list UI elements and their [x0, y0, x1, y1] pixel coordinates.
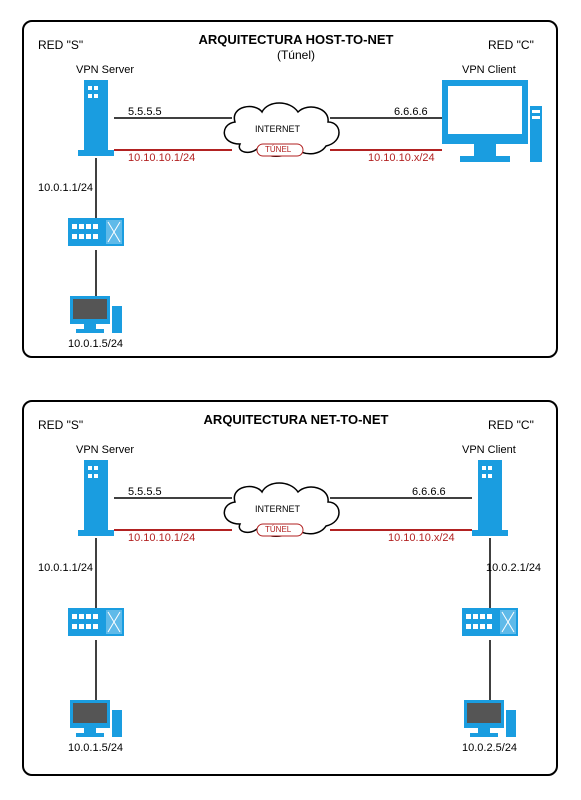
switch-icon-2r — [462, 608, 518, 640]
ip-server-out-2: 5.5.5.5 — [128, 486, 162, 498]
ip-lan-s-2: 10.0.1.1/24 — [38, 562, 93, 574]
tunnel-label-2: TÚNEL — [265, 525, 291, 534]
lines-2 — [0, 0, 581, 800]
pc-icon-2r — [464, 700, 516, 740]
ip-tunnel-c-2: 10.10.10.x/24 — [388, 532, 455, 544]
ip-client-out-2: 6.6.6.6 — [412, 486, 446, 498]
switch-icon-2l — [68, 608, 124, 640]
ip-lan-c-2: 10.0.2.1/24 — [486, 562, 541, 574]
ip-tunnel-s-2: 10.10.10.1/24 — [128, 532, 195, 544]
ip-pc-c-2: 10.0.2.5/24 — [462, 742, 517, 754]
pc-icon-2l — [70, 700, 122, 740]
ip-pc-s-2: 10.0.1.5/24 — [68, 742, 123, 754]
